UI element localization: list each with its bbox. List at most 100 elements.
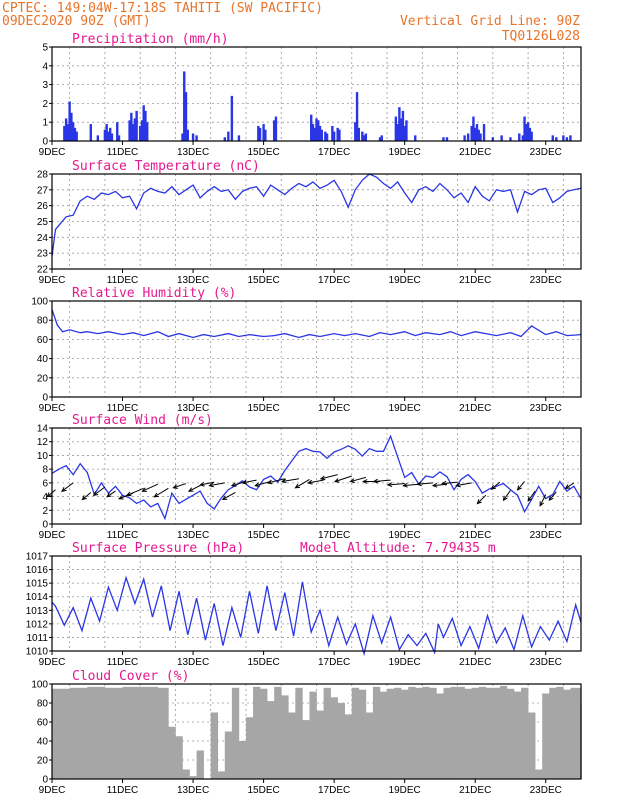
precip-bar: [318, 125, 322, 141]
precip-bar: [75, 131, 78, 141]
rh-xtick-label: 15DEC: [247, 403, 279, 414]
pres-xtick-label: 11DEC: [107, 657, 139, 668]
precip-bar: [331, 125, 334, 141]
wind-arrow-shaft: [93, 486, 106, 496]
cloud-bar: [408, 686, 416, 779]
rh-ytick-label: 20: [37, 373, 49, 384]
cloud-bar: [196, 750, 204, 779]
precip-bar: [336, 127, 339, 141]
cloud-bar: [231, 687, 240, 779]
temp-xtick-label: 13DEC: [177, 275, 209, 286]
wind-arrow: [502, 490, 511, 502]
wind-arrow-head: [476, 499, 482, 505]
header-location: CPTEC: 149:04W-17:18S TAHITI (SW PACIFIC…: [2, 1, 323, 16]
precip-bar: [257, 125, 260, 141]
wind-arrow-head: [153, 492, 159, 498]
cloud-bar: [210, 712, 219, 779]
precip-bar: [320, 129, 323, 141]
pres-ytick-label: 1016: [26, 565, 49, 576]
wind-xtick-label: 23DEC: [530, 530, 562, 541]
cloud-bar: [253, 686, 261, 779]
wind-arrow-head: [527, 496, 533, 502]
temp-xtick-label: 15DEC: [247, 275, 279, 286]
wind-arrow: [372, 478, 391, 484]
pres-ytick-label: 1015: [26, 579, 49, 590]
precip-xtick-label: 9DEC: [39, 147, 66, 158]
precip-bar: [463, 135, 466, 141]
cloud-bar: [175, 736, 183, 779]
wind-ytick-label: 6: [42, 478, 48, 489]
precip-bar: [183, 71, 186, 141]
cloud-bar: [485, 687, 494, 779]
wind-ytick-label: 2: [42, 506, 48, 517]
wind-arrow-shaft: [548, 491, 557, 501]
cloud-bar: [478, 686, 487, 779]
rh-xtick-label: 9DEC: [39, 403, 66, 414]
wind-arrow-shaft: [539, 494, 547, 506]
temp-title: Surface Temperature (nC): [72, 159, 260, 174]
temp-ytick-label: 25: [37, 217, 49, 228]
wind-arrow: [416, 481, 433, 487]
cloud-ytick-label: 20: [37, 756, 49, 767]
wind-arrow-shaft: [295, 478, 310, 489]
cloud-ytick-label: 100: [31, 680, 48, 691]
temp-ytick-label: 28: [37, 170, 49, 181]
temp-xtick-label: 21DEC: [459, 275, 491, 286]
rh-xtick-label: 11DEC: [107, 403, 139, 414]
wind-ytick-label: 4: [42, 492, 48, 503]
wind-arrow: [92, 486, 106, 497]
cloud-bar: [337, 703, 346, 779]
precip-bar: [525, 124, 528, 141]
wind-arrow-shaft: [61, 482, 74, 492]
wind-xtick-label: 17DEC: [318, 530, 350, 541]
cloud-ytick-label: 40: [37, 737, 49, 748]
rh-ytick-label: 80: [37, 316, 49, 327]
wind-arrow: [319, 474, 338, 481]
wind-arrow: [476, 494, 487, 505]
precip-bar: [530, 131, 533, 141]
wind-arrow: [254, 481, 271, 487]
wind-arrow-head: [118, 495, 124, 500]
wind-arrow-shaft: [267, 478, 285, 484]
cloud-bar: [182, 769, 190, 779]
wind-arrow-head: [564, 484, 571, 490]
wind-arrow-shaft: [154, 487, 169, 498]
wind-arrow: [349, 476, 367, 483]
precip-bar: [474, 127, 477, 141]
wind-arrow-shaft: [350, 476, 367, 483]
precip-bar: [227, 131, 230, 141]
wind-arrow: [266, 478, 285, 485]
precip-bar: [311, 124, 315, 141]
wind-arrow-head: [254, 482, 260, 487]
precip-bar: [138, 125, 142, 141]
wind-arrow-shaft: [242, 479, 257, 484]
pres-panel: 1010 1011 1012 1013 1014 1015 1016 1017 9DEC 11DE…: [26, 541, 582, 668]
wind-panel: 0 2 4 6 8 10 12 14 9DEC 11DEC 13DEC 15DEC 17DEC 19DEC…: [37, 413, 582, 541]
cloud-bar: [499, 685, 508, 779]
precip-bar: [355, 92, 359, 141]
precip-bar: [500, 135, 503, 141]
rh-panel: 0 20 40 60 80 100 9DEC 11DEC 13DEC 15DEC 17DEC 19DE…: [31, 286, 582, 414]
precip-title: Precipitation (mm/h): [72, 32, 229, 47]
precip-bar: [475, 124, 479, 141]
cloud-bar: [217, 771, 226, 779]
precip-bar: [264, 129, 267, 141]
precip-bar: [362, 135, 366, 141]
cloud-bar: [238, 741, 247, 779]
cloud-bar: [379, 691, 388, 779]
cloud-bar: [140, 686, 159, 779]
cloud-bar: [316, 710, 324, 779]
header-grid-note: Vertical Grid Line: 90Z: [400, 14, 580, 29]
precip-bar: [528, 127, 532, 141]
precip-bar: [394, 116, 398, 141]
wind-arrow-shaft: [320, 474, 338, 480]
rh-title: Relative Humidity (%): [72, 286, 236, 301]
header-code: TQ0126L028: [502, 29, 580, 44]
pres-xtick-label: 17DEC: [318, 657, 350, 668]
wind-arrow-shaft: [308, 479, 324, 484]
precip-bar: [107, 131, 110, 141]
cloud-bar: [387, 688, 395, 779]
precip-ytick-label: 3: [42, 80, 48, 91]
wind-arrow: [386, 482, 405, 488]
wind-arrow: [490, 481, 501, 490]
